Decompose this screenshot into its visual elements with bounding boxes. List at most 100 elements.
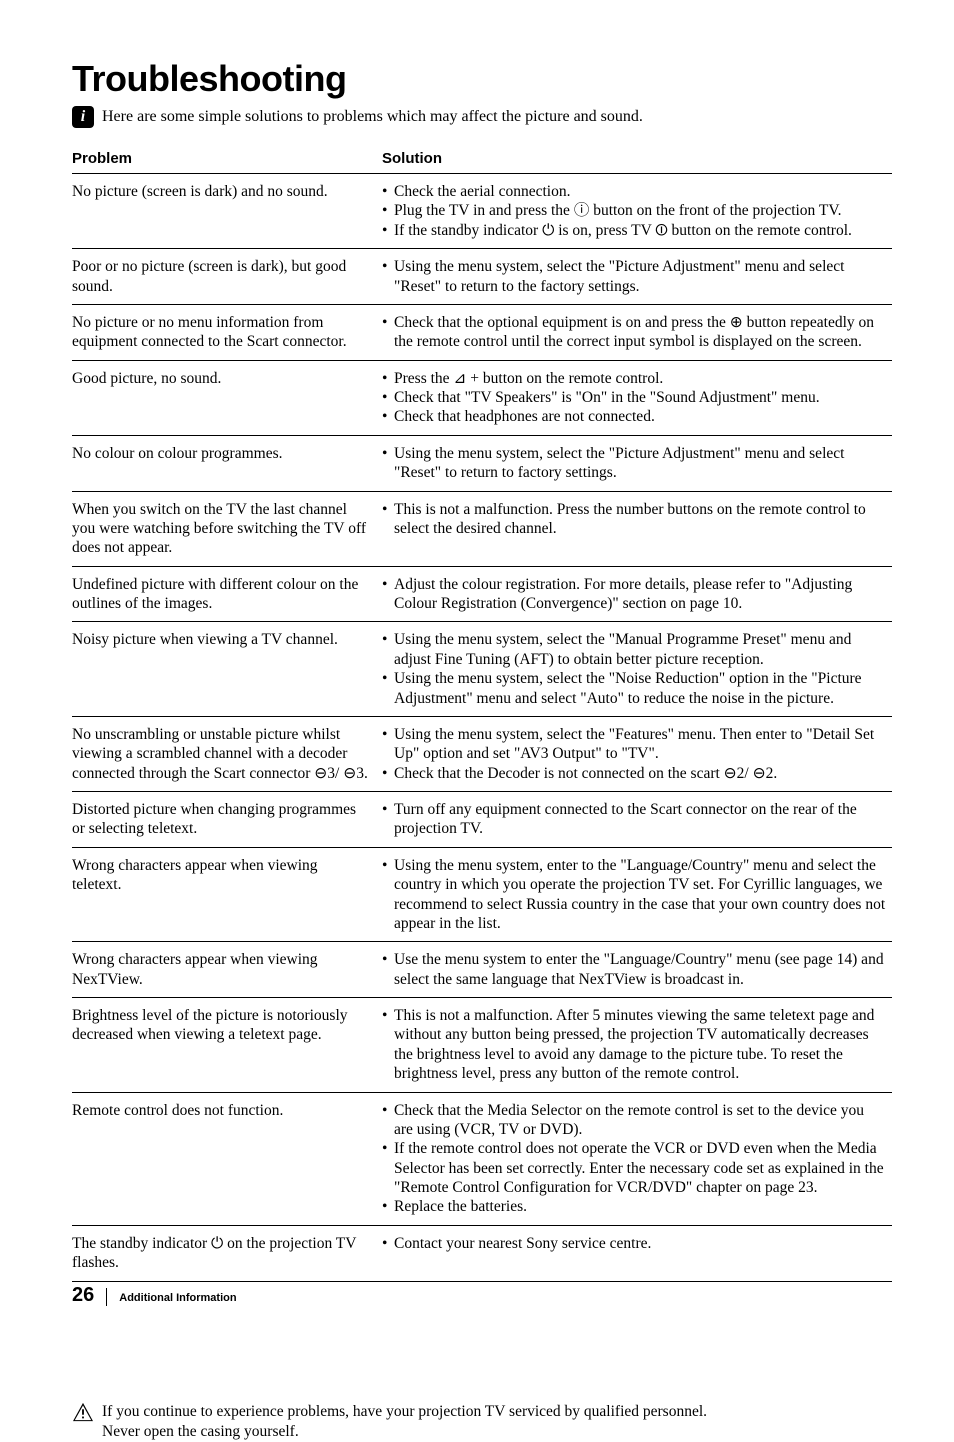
solution-item: •If the standby indicator ⏻ is on, press… <box>382 221 886 240</box>
solution-item: •Check that the Media Selector on the re… <box>382 1101 886 1140</box>
bullet-icon: • <box>382 201 394 220</box>
footnote-line1: If you continue to experience problems, … <box>102 1403 707 1420</box>
solution-cell: •Using the menu system, select the "Feat… <box>382 716 892 791</box>
solution-text: This is not a malfunction. After 5 minut… <box>394 1006 886 1084</box>
bullet-icon: • <box>382 630 394 669</box>
solution-cell: •Using the menu system, select the "Pict… <box>382 435 892 491</box>
table-row: No picture (screen is dark) and no sound… <box>72 174 892 249</box>
solution-text: Using the menu system, select the "Pictu… <box>394 257 886 296</box>
bullet-icon: • <box>382 725 394 764</box>
solution-cell: •Using the menu system, select the "Manu… <box>382 622 892 717</box>
footnote-text: If you continue to experience problems, … <box>102 1402 707 1442</box>
solution-cell: •Check the aerial connection.•Plug the T… <box>382 174 892 249</box>
table-row: Good picture, no sound.•Press the ⊿ + bu… <box>72 360 892 435</box>
page: Troubleshooting i Here are some simple s… <box>0 0 954 1351</box>
solution-text: Using the menu system, enter to the "Lan… <box>394 856 886 934</box>
table-row: No unscrambling or unstable picture whil… <box>72 716 892 791</box>
bullet-icon: • <box>382 1139 394 1197</box>
solution-cell: •Using the menu system, enter to the "La… <box>382 847 892 942</box>
solution-text: Adjust the colour registration. For more… <box>394 575 886 614</box>
solution-text: Using the menu system, select the "Featu… <box>394 725 886 764</box>
problem-cell: When you switch on the TV the last chann… <box>72 491 382 566</box>
solution-text: Replace the batteries. <box>394 1197 886 1216</box>
solution-item: •Plug the TV in and press the ⓘ button o… <box>382 201 886 220</box>
problem-cell: No unscrambling or unstable picture whil… <box>72 716 382 791</box>
table-row: No picture or no menu information from e… <box>72 304 892 360</box>
table-row: Noisy picture when viewing a TV channel.… <box>72 622 892 717</box>
bullet-icon: • <box>382 950 394 989</box>
solution-item: •Using the menu system, select the "Nois… <box>382 669 886 708</box>
bullet-icon: • <box>382 1197 394 1216</box>
problem-cell: Remote control does not function. <box>72 1092 382 1225</box>
solution-text: Using the menu system, select the "Pictu… <box>394 444 886 483</box>
table-row: The standby indicator ⏻ on the projectio… <box>72 1225 892 1281</box>
solution-item: •Replace the batteries. <box>382 1197 886 1216</box>
solution-text: Use the menu system to enter the "Langua… <box>394 950 886 989</box>
solution-item: •Contact your nearest Sony service centr… <box>382 1234 886 1253</box>
solution-item: •Use the menu system to enter the "Langu… <box>382 950 886 989</box>
solution-cell: •Adjust the colour registration. For mor… <box>382 566 892 622</box>
solution-item: •Press the ⊿ + button on the remote cont… <box>382 369 886 388</box>
solution-cell: •Check that the Media Selector on the re… <box>382 1092 892 1225</box>
solution-text: Check that the Decoder is not connected … <box>394 764 886 783</box>
solution-cell: •Contact your nearest Sony service centr… <box>382 1225 892 1281</box>
solution-text: If the remote control does not operate t… <box>394 1139 886 1197</box>
solution-text: Contact your nearest Sony service centre… <box>394 1234 886 1253</box>
bullet-icon: • <box>382 575 394 614</box>
bullet-icon: • <box>382 800 394 839</box>
solution-item: •If the remote control does not operate … <box>382 1139 886 1197</box>
solution-item: •Check that the optional equipment is on… <box>382 313 886 352</box>
problem-cell: Noisy picture when viewing a TV channel. <box>72 622 382 717</box>
problem-cell: Good picture, no sound. <box>72 360 382 435</box>
bullet-icon: • <box>382 407 394 426</box>
page-footer: 26 Additional Information <box>72 1284 237 1307</box>
solution-item: •Check that the Decoder is not connected… <box>382 764 886 783</box>
warning-icon <box>72 1402 94 1422</box>
bullet-icon: • <box>382 764 394 783</box>
footer-divider <box>106 1288 107 1306</box>
solution-text: Plug the TV in and press the ⓘ button on… <box>394 201 886 220</box>
solution-item: •Using the menu system, select the "Pict… <box>382 257 886 296</box>
table-row: Brightness level of the picture is notor… <box>72 998 892 1093</box>
table-row: Undefined picture with different colour … <box>72 566 892 622</box>
footer-section: Additional Information <box>119 1292 236 1304</box>
solution-item: •Using the menu system, enter to the "La… <box>382 856 886 934</box>
solution-cell: •This is not a malfunction. After 5 minu… <box>382 998 892 1093</box>
solution-item: •Using the menu system, select the "Manu… <box>382 630 886 669</box>
solution-cell: •Use the menu system to enter the "Langu… <box>382 942 892 998</box>
problem-cell: Wrong characters appear when viewing tel… <box>72 847 382 942</box>
solution-text: Check that the Media Selector on the rem… <box>394 1101 886 1140</box>
header-solution: Solution <box>382 144 892 174</box>
bullet-icon: • <box>382 388 394 407</box>
bullet-icon: • <box>382 1101 394 1140</box>
troubleshooting-table: Problem Solution No picture (screen is d… <box>72 144 892 1282</box>
intro-row: i Here are some simple solutions to prob… <box>72 106 892 128</box>
solution-item: •Using the menu system, select the "Pict… <box>382 444 886 483</box>
problem-cell: Wrong characters appear when viewing Nex… <box>72 942 382 998</box>
table-row: Wrong characters appear when viewing tel… <box>72 847 892 942</box>
table-row: Distorted picture when changing programm… <box>72 792 892 848</box>
intro-text: Here are some simple solutions to proble… <box>102 108 643 126</box>
solution-text: If the standby indicator ⏻ is on, press … <box>394 221 886 240</box>
bullet-icon: • <box>382 444 394 483</box>
table-row: When you switch on the TV the last chann… <box>72 491 892 566</box>
solution-item: •Turn off any equipment connected to the… <box>382 800 886 839</box>
problem-cell: No picture or no menu information from e… <box>72 304 382 360</box>
solution-cell: •Turn off any equipment connected to the… <box>382 792 892 848</box>
solution-text: Check that the optional equipment is on … <box>394 313 886 352</box>
page-number: 26 <box>72 1284 94 1307</box>
solution-item: •Using the menu system, select the "Feat… <box>382 725 886 764</box>
solution-text: Using the menu system, select the "Manua… <box>394 630 886 669</box>
solution-text: Press the ⊿ + button on the remote contr… <box>394 369 886 388</box>
bullet-icon: • <box>382 257 394 296</box>
problem-cell: Undefined picture with different colour … <box>72 566 382 622</box>
solution-text: Check that "TV Speakers" is "On" in the … <box>394 388 886 407</box>
table-row: Remote control does not function.•Check … <box>72 1092 892 1225</box>
bullet-icon: • <box>382 313 394 352</box>
solution-item: •This is not a malfunction. After 5 minu… <box>382 1006 886 1084</box>
bullet-icon: • <box>382 369 394 388</box>
problem-cell: No colour on colour programmes. <box>72 435 382 491</box>
table-row: Poor or no picture (screen is dark), but… <box>72 249 892 305</box>
problem-cell: The standby indicator ⏻ on the projectio… <box>72 1225 382 1281</box>
bullet-icon: • <box>382 1234 394 1253</box>
